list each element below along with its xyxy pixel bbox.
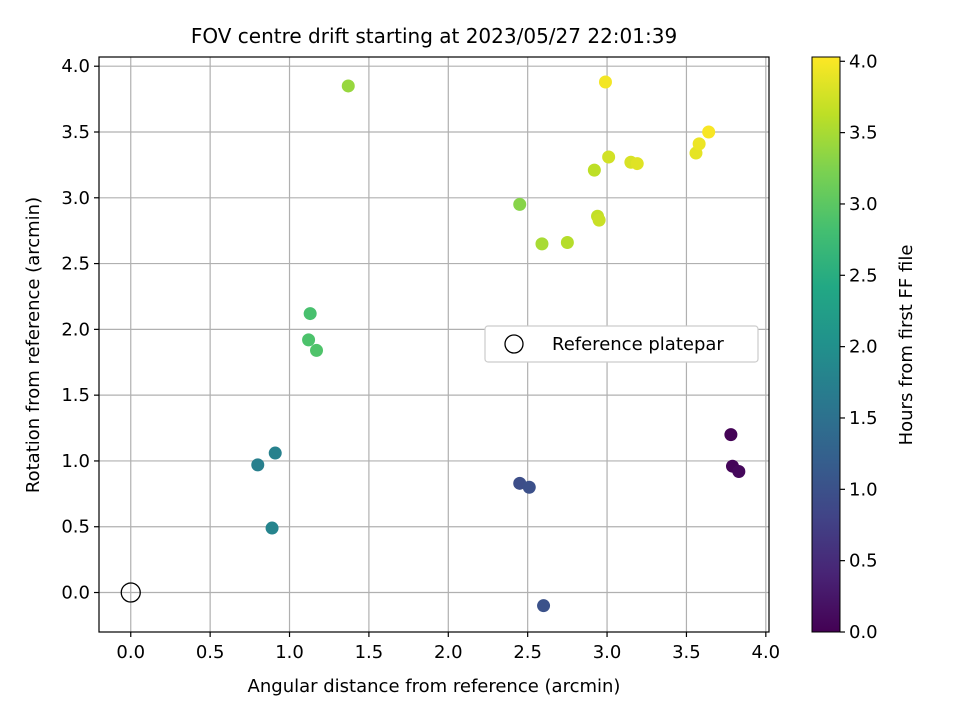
legend: Reference platepar [484, 325, 759, 363]
x-tick-label: 3.0 [593, 642, 622, 663]
legend-marker [504, 334, 524, 354]
legend-label: Reference platepar [552, 334, 724, 355]
y-tick-label: 2.5 [61, 254, 90, 275]
legend-box [484, 325, 759, 363]
colorbar-tick-label: 3.5 [849, 123, 878, 144]
data-point [598, 75, 612, 89]
colorbar-ticks: 0.0 0.5 1.0 1.5 2.0 2.5 3.0 3.5 4.0 [840, 51, 878, 643]
data-point [341, 79, 355, 93]
x-axis-label: Angular distance from reference (arcmin) [248, 676, 621, 697]
y-tick-label: 4.0 [61, 56, 90, 77]
data-point [630, 157, 644, 171]
colorbar-tick-label: 3.0 [849, 194, 878, 215]
y-tick-label: 1.0 [61, 451, 90, 472]
x-tick-label: 3.5 [672, 642, 701, 663]
data-point [724, 428, 738, 442]
y-tick-label: 0.0 [61, 583, 90, 604]
data-point [265, 521, 279, 535]
reference-point [120, 582, 141, 603]
plot-frame [98, 56, 770, 633]
data-points [120, 75, 746, 613]
data-point [537, 599, 551, 613]
data-point [592, 213, 606, 227]
x-tick-label: 0.5 [196, 642, 225, 663]
data-point [535, 237, 549, 251]
x-tick-label: 2.5 [513, 642, 542, 663]
colorbar-tick-label: 2.5 [849, 265, 878, 286]
colorbar-tick-label: 1.5 [849, 408, 878, 429]
data-point [587, 163, 601, 177]
colorbar-tick-label: 4.0 [849, 51, 878, 72]
data-point [251, 458, 265, 472]
chart-title: FOV centre drift starting at 2023/05/27 … [191, 24, 677, 48]
colorbar: 0.0 0.5 1.0 1.5 2.0 2.5 3.0 3.5 4.0 Hours from f… [811, 51, 917, 643]
y-tick-label: 0.5 [61, 517, 90, 538]
data-point [522, 480, 536, 494]
y-tick-label: 3.5 [61, 122, 90, 143]
data-point [702, 125, 716, 139]
y-tick-label: 3.0 [61, 188, 90, 209]
colorbar-tick-label: 1.0 [849, 479, 878, 500]
axis-ticks: 0.0 0.5 1.0 1.5 2.0 2.5 3.0 3.5 4.0 0.0 0.5 1.0 1.5 2… [61, 56, 780, 663]
data-point [310, 343, 324, 357]
x-tick-label: 4.0 [752, 642, 781, 663]
y-axis-label: Rotation from reference (arcmin) [23, 197, 44, 493]
data-point [513, 197, 527, 211]
data-point [732, 464, 746, 478]
y-tick-label: 1.5 [61, 385, 90, 406]
x-tick-label: 0.0 [116, 642, 145, 663]
data-point [692, 137, 706, 151]
data-point [303, 307, 317, 321]
y-tick-label: 2.0 [61, 319, 90, 340]
data-point [560, 236, 574, 250]
colorbar-tick-label: 0.0 [849, 622, 878, 643]
data-point [268, 446, 282, 460]
x-tick-label: 1.5 [355, 642, 384, 663]
colorbar-gradient [811, 56, 841, 633]
x-tick-label: 1.0 [275, 642, 304, 663]
data-point [602, 150, 616, 164]
colorbar-label: Hours from first FF file [896, 245, 917, 446]
colorbar-tick-label: 0.5 [849, 551, 878, 572]
data-point [302, 333, 316, 347]
colorbar-tick-label: 2.0 [849, 337, 878, 358]
x-tick-label: 2.0 [434, 642, 463, 663]
